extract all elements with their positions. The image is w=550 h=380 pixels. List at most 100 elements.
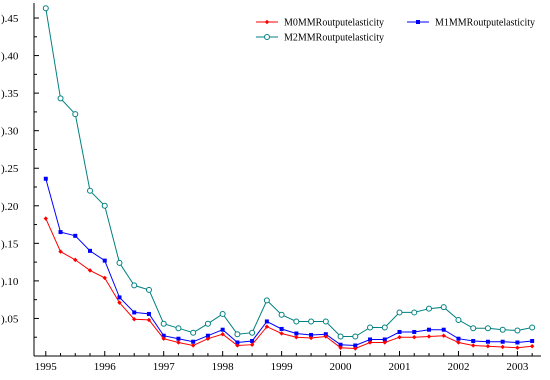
x-tick-label: 2001 (389, 361, 411, 373)
data-point (264, 319, 269, 324)
data-point (412, 335, 417, 340)
data-point (515, 340, 520, 345)
axes: ).05).10).15).20).25).30).35).40).45 1995… (1, 3, 541, 373)
y-tick-label: ).45 (1, 13, 19, 25)
data-point (470, 325, 477, 332)
data-point (499, 326, 506, 333)
data-point (175, 325, 182, 332)
data-point (73, 257, 78, 263)
data-point (411, 309, 418, 316)
data-point (530, 338, 535, 343)
data-point (116, 259, 123, 266)
data-point (235, 340, 240, 345)
data-point (72, 111, 79, 118)
data-point (190, 343, 196, 348)
data-point (131, 282, 138, 289)
x-tick-label: 2003 (506, 361, 529, 373)
legend-label: M0MMRoutputelasticity (284, 18, 384, 29)
legend-label: M1MMRoutputelasticity (435, 18, 535, 29)
data-point (88, 248, 93, 253)
data-point (456, 340, 461, 345)
data-point (250, 338, 255, 343)
data-point (293, 318, 300, 325)
data-point (132, 310, 137, 315)
y-tick-label: ).25 (1, 163, 19, 175)
data-point (471, 338, 476, 343)
data-point (455, 316, 462, 323)
series-M2MMRoutputelasticity (42, 5, 536, 340)
legend-entry: M2MMRoutputelasticity (256, 33, 384, 44)
data-point (191, 339, 196, 344)
legend-marker (264, 34, 270, 40)
data-point (367, 340, 373, 345)
data-point (235, 343, 240, 348)
data-point (323, 332, 328, 337)
data-point (500, 339, 505, 344)
legend-entry: M1MMRoutputelasticity (407, 18, 535, 29)
legend-marker (416, 20, 420, 24)
data-point (249, 329, 256, 336)
data-point (484, 325, 491, 332)
data-point (426, 327, 431, 332)
data-point (205, 333, 210, 338)
data-point (471, 343, 476, 348)
data-point (308, 335, 314, 341)
data-point (279, 326, 284, 331)
data-point (382, 337, 387, 342)
data-point (426, 334, 432, 339)
data-point (397, 329, 402, 334)
data-point (264, 324, 270, 329)
x-tick-label: 2002 (447, 361, 469, 373)
series-M0MMRoutputelasticity (43, 216, 535, 351)
data-point (440, 304, 447, 311)
data-point (87, 268, 93, 273)
data-point (441, 327, 446, 332)
x-tick-label: 2000 (330, 361, 353, 373)
data-point (323, 334, 329, 339)
data-point (500, 344, 505, 350)
data-point (397, 335, 402, 340)
y-tick-label: ).10 (1, 276, 19, 288)
data-point (279, 331, 284, 336)
data-point (308, 318, 315, 325)
data-point (396, 309, 403, 316)
data-point (160, 320, 167, 327)
x-tick-label: 1996 (94, 361, 117, 373)
data-point (117, 300, 122, 305)
data-point (219, 310, 226, 317)
y-tick-label: ).15 (1, 238, 19, 250)
data-point (102, 258, 107, 263)
data-point (529, 324, 536, 331)
data-point (57, 95, 64, 102)
data-point (220, 327, 225, 332)
data-point (234, 331, 241, 338)
data-point (337, 333, 344, 340)
data-point (161, 336, 166, 341)
data-point (249, 342, 255, 347)
data-point (368, 337, 373, 342)
data-point (367, 324, 374, 331)
series-M1MMRoutputelasticity (43, 176, 535, 348)
data-point (43, 176, 48, 181)
data-point (145, 286, 152, 293)
legend-entry: M0MMRoutputelasticity (256, 18, 384, 29)
data-point (58, 249, 63, 254)
series-line (45, 8, 533, 337)
data-point (101, 202, 108, 209)
data-point (381, 324, 388, 331)
data-point (146, 311, 151, 316)
y-tick-label: ).20 (1, 201, 19, 213)
data-point (176, 336, 181, 341)
data-point (117, 295, 122, 300)
series-line (45, 178, 533, 347)
legend-label: M2MMRoutputelasticity (284, 33, 384, 44)
data-point (176, 340, 181, 345)
data-point (146, 317, 152, 323)
x-tick-label: 1998 (212, 361, 235, 373)
series-line (45, 218, 533, 350)
data-point (382, 340, 387, 345)
y-tick-label: ).30 (1, 126, 19, 138)
data-point (425, 305, 432, 312)
